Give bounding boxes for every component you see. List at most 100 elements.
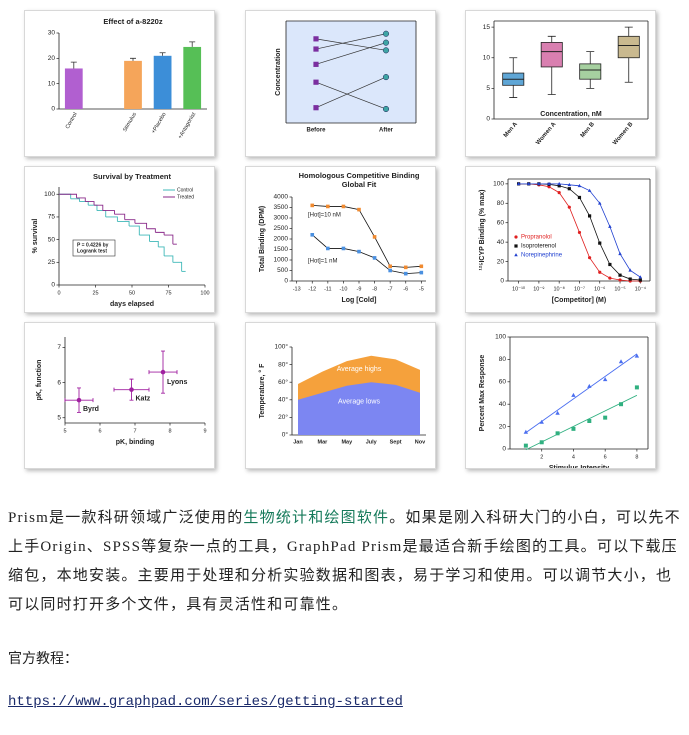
y-tick-label: 50 — [48, 236, 56, 243]
marker — [557, 191, 561, 195]
marker — [160, 369, 166, 375]
annotation: P = 0.4226 by — [77, 242, 109, 248]
y-tick-label: 60 — [499, 379, 507, 386]
text: Prism是一款科研领域广泛使用的 — [8, 510, 244, 526]
marker — [403, 265, 408, 270]
marker — [634, 353, 640, 358]
marker — [313, 61, 319, 67]
survival-step — [155, 231, 165, 236]
y-axis-label: ¹²⁵ICYP Binding (% max) — [479, 190, 486, 271]
y-tick-label: 0 — [502, 446, 506, 453]
x-tick-label: Before — [306, 128, 326, 134]
fit-curve — [311, 234, 422, 275]
x-tick-label: Women A — [535, 121, 558, 146]
annotation-box — [72, 239, 116, 257]
survival-step — [158, 246, 165, 256]
y-tick-label: 100° — [275, 343, 289, 351]
marker — [419, 270, 424, 275]
y-tick-label: 10 — [483, 54, 491, 61]
y-tick-label: 7 — [57, 344, 61, 351]
x-axis-label: Concentration, nM — [540, 111, 602, 118]
marker — [547, 181, 551, 186]
marker — [603, 415, 608, 420]
marker — [326, 204, 330, 209]
link[interactable]: https://www.graphpad.com/series/getting-… — [8, 694, 403, 710]
marker — [357, 207, 361, 212]
marker — [608, 262, 612, 267]
x-tick-label: 7 — [133, 428, 136, 434]
x-tick-label: 0 — [57, 290, 60, 296]
x-tick-label: Sept — [390, 439, 402, 445]
survival-step — [117, 221, 130, 227]
survival-step — [102, 210, 115, 215]
x-tick-label: Men A — [503, 121, 519, 139]
highlight: 生物统计和绘图软件 — [243, 510, 390, 526]
marker — [403, 271, 408, 276]
survival-step — [88, 204, 98, 211]
x-tick-label: -11 — [324, 286, 332, 292]
survival-step — [96, 210, 107, 217]
y-tick-label: 5 — [57, 414, 61, 421]
area-label: Average lows — [338, 398, 380, 405]
y-tick-label: 4000 — [274, 194, 289, 201]
marker — [618, 359, 624, 364]
marker — [382, 39, 390, 46]
x-tick-label: May — [341, 439, 353, 445]
x-axis-label: [Competitor] (M) — [552, 297, 606, 304]
figure-card: 0 500 1000 1500 2000 2500 3000 3500 4000 -13 -12 -1… — [245, 166, 436, 313]
error-bar — [189, 41, 196, 47]
marker — [341, 204, 346, 209]
y-tick-label: 80 — [499, 356, 507, 363]
figure-card: 0 20 40 60 80 100 10⁻¹⁰ 10⁻⁹ 10⁻⁸ 10⁻⁷ 10⁻⁶ 10⁻⁵ 10⁻… — [465, 166, 656, 313]
x-tick-label: +Antagonist — [177, 111, 197, 140]
survival-step — [146, 228, 156, 233]
regression-line — [525, 394, 638, 451]
x-axis-label: days elapsed — [110, 301, 154, 308]
survival-step — [164, 255, 174, 263]
x-tick-label: 50 — [129, 290, 135, 296]
x-tick-label: Jan — [293, 439, 303, 445]
bar — [183, 46, 202, 109]
y-tick-label: 3500 — [274, 204, 289, 211]
y-tick-label: 20 — [497, 258, 505, 265]
y-tick-label: 0 — [284, 278, 288, 285]
heading: 官方教程： — [8, 651, 78, 667]
marker — [341, 246, 346, 251]
chart: Concentration Before After — [275, 20, 417, 134]
y-tick-label: 6 — [57, 379, 61, 386]
area-label: Average highs — [337, 366, 382, 373]
marker — [514, 244, 518, 248]
annotation: [Hot]=1 nM — [308, 259, 338, 265]
marker — [619, 402, 624, 407]
survival-step — [134, 222, 148, 229]
marker — [608, 276, 612, 280]
box — [540, 42, 563, 68]
survival-step — [164, 234, 174, 245]
marker — [571, 426, 576, 431]
y-tick-label: 0 — [51, 282, 55, 289]
x-tick-label: Stimulus — [122, 112, 138, 133]
area — [298, 382, 420, 435]
y-tick-label: 80 — [497, 200, 505, 207]
error-bar — [159, 52, 166, 56]
marker — [372, 256, 377, 260]
y-tick-label: 0° — [282, 431, 289, 439]
error-bar — [70, 61, 77, 69]
point-label: Lyons — [167, 379, 187, 386]
marker — [523, 429, 529, 434]
y-tick-label: 75 — [48, 214, 56, 221]
pair-line — [315, 38, 387, 51]
pair-line — [315, 42, 387, 65]
y-tick-label: 60 — [497, 219, 505, 226]
chart: 0 20 40 60 80 100 10⁻¹⁰ 10⁻⁹ 10⁻⁸ 10⁻⁷ 10⁻⁶ 10⁻⁵ 10⁻… — [479, 178, 651, 304]
marker — [618, 278, 622, 282]
y-axis-label: Percent Max Response — [479, 355, 486, 432]
y-tick-label: 0 — [486, 116, 490, 123]
chart-title: Homologous Competitive Binding — [299, 171, 420, 180]
x-tick-label: Control — [65, 112, 79, 130]
survival-step — [124, 219, 136, 224]
marker — [587, 188, 592, 192]
survival-step — [85, 201, 95, 206]
marker — [382, 47, 390, 54]
